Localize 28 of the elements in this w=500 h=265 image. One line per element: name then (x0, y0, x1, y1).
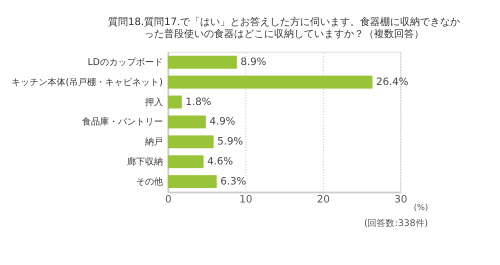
data-label: 4.9% (210, 116, 236, 128)
bar (168, 76, 372, 89)
bar (168, 115, 206, 128)
data-label: 4.6% (207, 156, 234, 168)
data-label: 6.3% (220, 176, 247, 188)
x-tick-label: 20 (316, 194, 330, 206)
y-tick-label: キッチン本体(吊戸棚・キャビネット) (12, 76, 163, 88)
y-tick-label: 廊下収納 (126, 156, 163, 168)
text: (回答数:338件) (364, 218, 428, 230)
data-label: 1.8% (186, 96, 212, 108)
x-tick-label: 0 (165, 194, 172, 206)
x-axis-title: (%) (414, 202, 428, 212)
chart-title: 質問18.質問17.で「はい」とお答えした方に伺います。食器棚に収納できなかった普段使いの食器はどこに収納していますか？（複数回答） (108, 16, 460, 40)
bar (168, 96, 182, 108)
bar (168, 175, 217, 188)
data-label: 26.4% (376, 76, 409, 88)
y-tick-label: 納戸 (144, 136, 163, 148)
bar (168, 155, 204, 168)
data-label: 5.9% (217, 136, 244, 148)
x-tick-label: 10 (239, 194, 252, 206)
y-tick-label: 押入 (144, 96, 163, 108)
y-tick-label: LDのカップボード (88, 57, 163, 68)
data-label: 8.9% (240, 57, 267, 68)
y-tick-label: 食品庫・パントリー (82, 116, 163, 128)
y-tick-label: その他 (136, 176, 163, 188)
bar (168, 135, 214, 148)
x-tick-label: 30 (394, 194, 408, 206)
bar (168, 56, 237, 69)
